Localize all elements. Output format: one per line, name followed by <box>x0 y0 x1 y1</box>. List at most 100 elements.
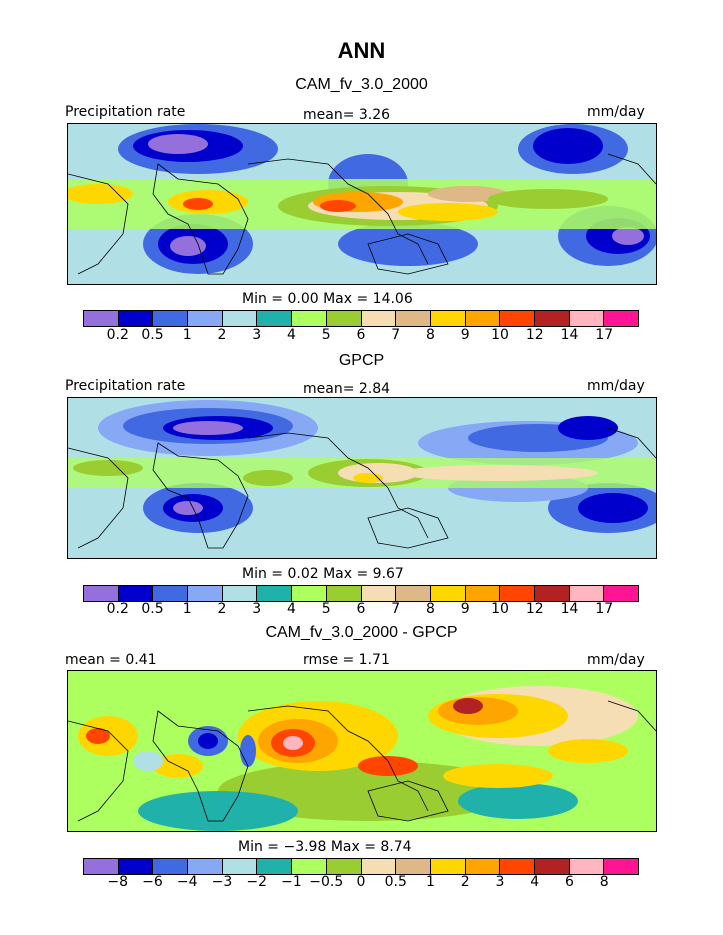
colorbar-swatch <box>430 586 466 601</box>
panel-2-right-label: mm/day <box>587 378 645 394</box>
colorbar-tick-label: 1 <box>182 601 192 617</box>
colorbar-tick-label: 5 <box>321 601 331 617</box>
colorbar-swatch <box>153 586 189 601</box>
colorbar-tick-label: −0.5 <box>309 874 344 890</box>
colorbar-swatch <box>118 311 154 326</box>
colorbar-swatch <box>396 859 431 874</box>
colorbar-tick-label: −3 <box>211 874 233 890</box>
panel-2-center-label: mean= 2.84 <box>303 381 391 397</box>
colorbar-swatch <box>396 311 431 326</box>
colorbar-tick-label: 6 <box>356 327 366 343</box>
panel-2-colorbar-ticks: 0.2 0.5 1 2 3 4 5 6 7 8 9 10 12 14 17 <box>0 601 723 619</box>
colorbar-swatch <box>153 859 189 874</box>
colorbar-tick-label: 7 <box>391 327 401 343</box>
colorbar-tick-label: 17 <box>595 327 614 343</box>
panel-2-subtitle: GPCP <box>338 352 385 369</box>
colorbar-swatch <box>430 859 466 874</box>
panel-3-center-label: rmse = 1.71 <box>303 652 390 668</box>
colorbar-tick-label: 3 <box>252 327 262 343</box>
panel-3-colorbar-ticks: −8 −6 −4 −3 −2 −1 −0.5 0 0.5 1 2 3 4 6 8 <box>0 874 723 892</box>
colorbar-swatch <box>222 311 258 326</box>
colorbar-tick-label: 12 <box>525 327 544 343</box>
panel-2-precipitation-map <box>67 397 657 559</box>
colorbar-swatch <box>430 311 466 326</box>
panel-3-minmax: Min = −3.98 Max = 8.74 <box>238 839 412 855</box>
colorbar-tick-label: 4 <box>530 874 540 890</box>
colorbar-swatch <box>84 859 119 874</box>
colorbar-swatch <box>188 859 223 874</box>
colorbar-tick-label: 14 <box>560 327 579 343</box>
colorbar-tick-label: 2 <box>217 601 227 617</box>
colorbar-swatch <box>465 586 501 601</box>
colorbar-tick-label: −8 <box>107 874 129 890</box>
colorbar-tick-label: −6 <box>142 874 163 890</box>
panel-2-colorbar <box>83 585 639 602</box>
colorbar-swatch <box>534 859 570 874</box>
colorbar-tick-label: 4 <box>287 601 296 617</box>
colorbar-tick-label: 0.2 <box>106 327 129 343</box>
colorbar-swatch <box>222 859 258 874</box>
colorbar-swatch <box>465 311 501 326</box>
panel-1-colorbar <box>83 310 639 327</box>
colorbar-swatch <box>534 311 570 326</box>
panel-3-colorbar <box>83 858 639 875</box>
colorbar-tick-label: 12 <box>525 601 544 617</box>
panel-1-right-label: mm/day <box>587 104 645 120</box>
colorbar-swatch <box>604 586 638 601</box>
colorbar-swatch <box>188 586 223 601</box>
colorbar-tick-label: 0 <box>356 874 366 890</box>
colorbar-swatch <box>500 311 535 326</box>
colorbar-swatch <box>188 311 223 326</box>
colorbar-swatch <box>257 311 293 326</box>
colorbar-swatch <box>569 859 605 874</box>
colorbar-tick-label: −4 <box>176 874 198 890</box>
colorbar-tick-label: 9 <box>460 601 470 617</box>
panel-2-minmax: Min = 0.02 Max = 9.67 <box>242 566 404 582</box>
colorbar-tick-label: 0.5 <box>141 601 164 617</box>
panel-1-center-label: mean= 3.26 <box>303 107 391 123</box>
colorbar-swatch <box>292 859 327 874</box>
colorbar-swatch <box>292 586 327 601</box>
colorbar-swatch <box>222 586 258 601</box>
colorbar-tick-label: 6 <box>565 874 574 890</box>
colorbar-swatch <box>257 859 293 874</box>
panel-2-left-label: Precipitation rate <box>65 378 186 394</box>
colorbar-swatch <box>396 586 431 601</box>
colorbar-swatch <box>361 859 397 874</box>
colorbar-tick-label: 0.2 <box>106 601 129 617</box>
colorbar-swatch <box>326 311 362 326</box>
colorbar-tick-label: 10 <box>491 327 509 343</box>
colorbar-tick-label: −2 <box>246 874 268 890</box>
colorbar-swatch <box>465 859 501 874</box>
colorbar-swatch <box>500 859 535 874</box>
colorbar-swatch <box>257 586 293 601</box>
panel-3-left-label: mean = 0.41 <box>65 652 157 668</box>
colorbar-swatch <box>326 859 362 874</box>
panel-3-subtitle: CAM_fv_3.0_2000 - GPCP <box>265 624 458 641</box>
colorbar-tick-label: 8 <box>599 874 609 890</box>
colorbar-tick-label: 2 <box>460 874 470 890</box>
colorbar-tick-label: 8 <box>426 601 435 617</box>
colorbar-swatch <box>569 586 605 601</box>
panel-3-right-label: mm/day <box>587 652 645 668</box>
colorbar-swatch <box>361 311 397 326</box>
colorbar-tick-label: 3 <box>495 874 505 890</box>
colorbar-swatch <box>569 311 605 326</box>
colorbar-tick-label: 0.5 <box>384 874 407 890</box>
colorbar-tick-label: 1 <box>426 874 435 890</box>
colorbar-tick-label: 6 <box>356 601 366 617</box>
colorbar-swatch <box>604 311 638 326</box>
panel-1-left-label: Precipitation rate <box>65 104 186 120</box>
colorbar-swatch <box>500 586 535 601</box>
colorbar-tick-label: 3 <box>252 601 262 617</box>
colorbar-swatch <box>153 311 189 326</box>
colorbar-tick-label: 17 <box>595 601 614 617</box>
colorbar-tick-label: 4 <box>287 327 296 343</box>
colorbar-swatch <box>361 586 397 601</box>
colorbar-swatch <box>292 311 327 326</box>
colorbar-swatch <box>118 586 154 601</box>
panel-3-difference-map <box>67 670 657 832</box>
colorbar-swatch <box>84 586 119 601</box>
colorbar-tick-label: 1 <box>182 327 192 343</box>
colorbar-swatch <box>604 859 638 874</box>
